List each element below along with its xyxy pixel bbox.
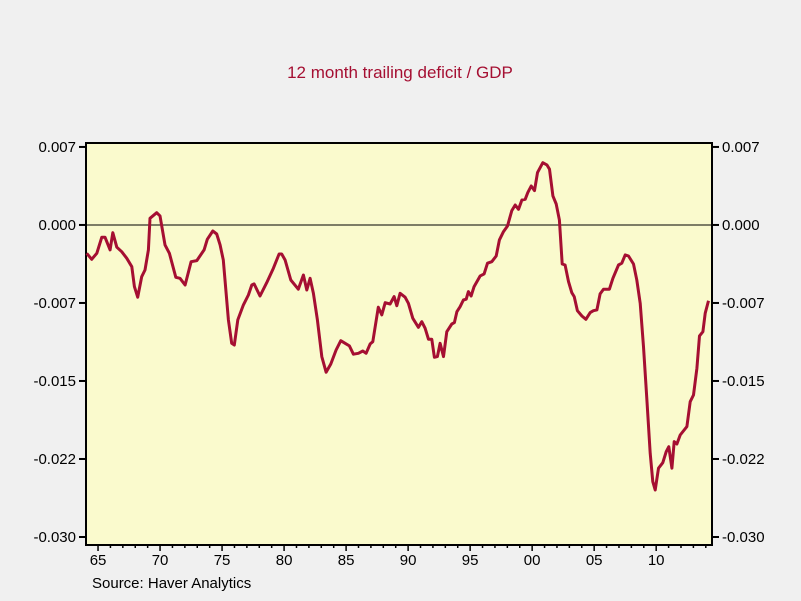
y-tick-label-right: -0.007 xyxy=(722,295,765,312)
y-tick-label-right: -0.030 xyxy=(722,529,765,546)
y-tick-label-right: -0.022 xyxy=(722,451,765,468)
y-tick-label-left: 0.007 xyxy=(38,139,76,156)
series-line xyxy=(85,161,710,492)
y-tick-label-left: -0.030 xyxy=(33,529,76,546)
x-tick-label: 95 xyxy=(462,552,479,569)
x-tick-label: 90 xyxy=(400,552,417,569)
source-note: Source: Haver Analytics xyxy=(92,575,251,592)
y-tick-label-left: -0.022 xyxy=(33,451,76,468)
chart-title: 12 month trailing deficit / GDP xyxy=(287,63,513,82)
y-tick-label-left: -0.007 xyxy=(33,295,76,312)
x-tick-label: 80 xyxy=(276,552,293,569)
axes: 0.007 0.007 0.000 0.000 -0.007 -0.007 -0.015 -0… xyxy=(33,139,764,569)
x-tick-label: 85 xyxy=(338,552,355,569)
y-tick-label-right: -0.015 xyxy=(722,373,765,390)
y-tick-label-right: 0.000 xyxy=(722,217,760,234)
y-tick-label-right: 0.007 xyxy=(722,139,760,156)
x-tick-label: 00 xyxy=(524,552,541,569)
y-tick-label-left: -0.015 xyxy=(33,373,76,390)
x-tick-label: 65 xyxy=(90,552,107,569)
x-tick-label: 70 xyxy=(152,552,169,569)
y-tick-label-left: 0.000 xyxy=(38,217,76,234)
x-tick-label: 05 xyxy=(586,552,603,569)
x-tick-label: 75 xyxy=(214,552,231,569)
x-tick-label: 10 xyxy=(648,552,665,569)
plot-area xyxy=(85,142,713,546)
